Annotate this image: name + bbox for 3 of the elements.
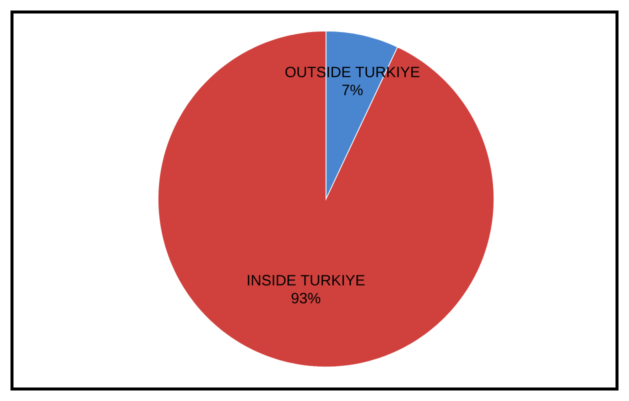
slice-label: INSIDE TURKIYE	[248, 274, 365, 286]
data-label: 93%	[292, 292, 320, 304]
data-label: 7%	[342, 84, 363, 96]
